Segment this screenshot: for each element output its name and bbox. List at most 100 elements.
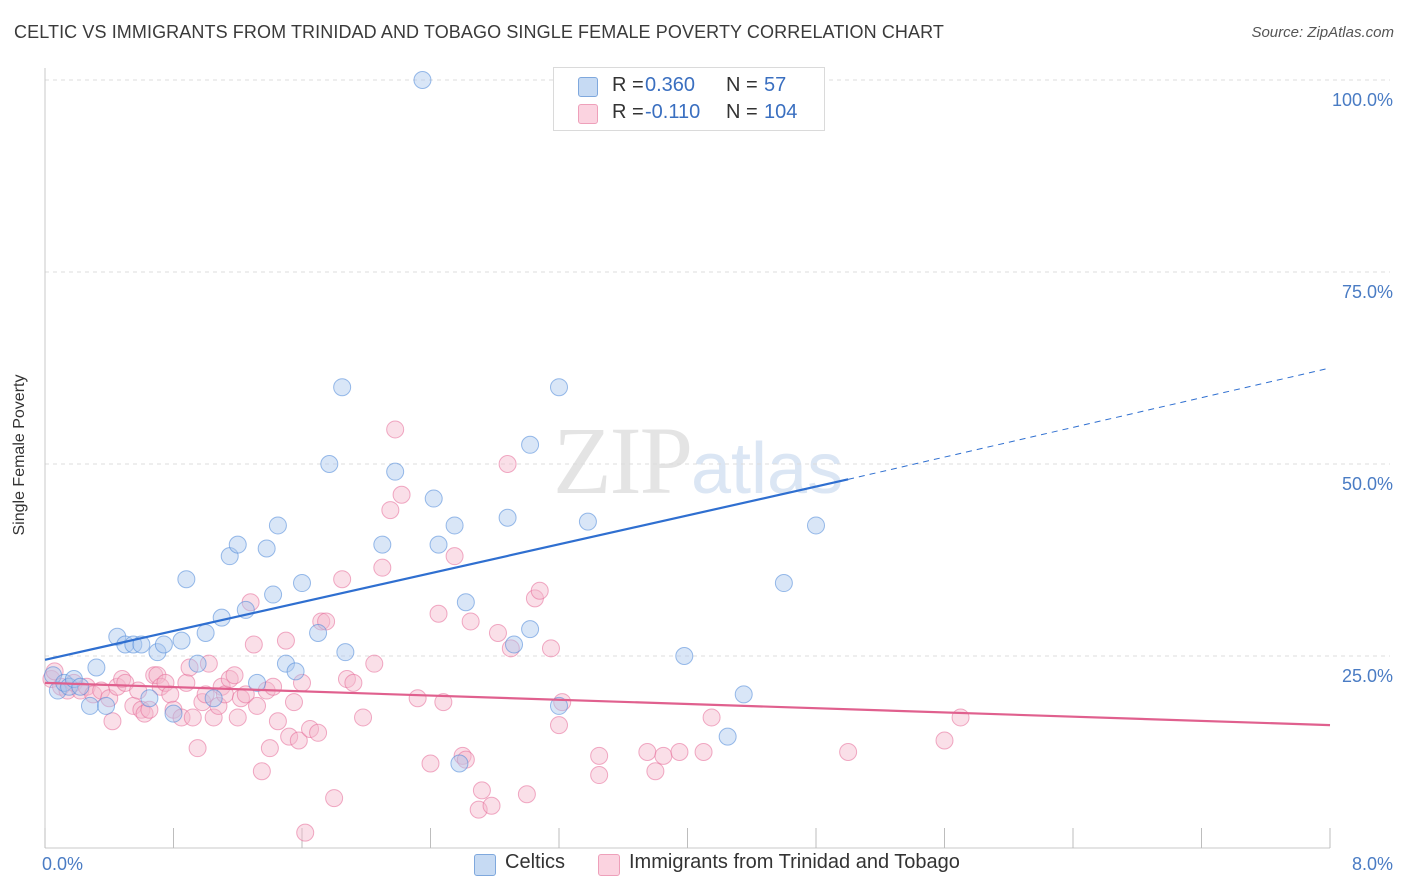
- trinidad-point: [309, 723, 328, 742]
- celtics-point: [148, 643, 167, 662]
- celtics-point: [718, 727, 737, 746]
- celtics-point: [80, 696, 99, 715]
- trinidad-point: [472, 781, 491, 800]
- celtics-trend-line: [44, 478, 849, 661]
- celtics-point: [807, 516, 825, 535]
- trinidad-point: [461, 612, 480, 631]
- trinidad-point: [183, 708, 202, 727]
- celtics-point: [456, 593, 475, 612]
- celtics-point: [268, 516, 287, 535]
- trinidad-point: [284, 693, 303, 712]
- trinidad-point: [590, 766, 609, 785]
- trinidad-point: [498, 455, 517, 473]
- y-tick-label: 25.0%: [1342, 666, 1393, 686]
- trinidad-point: [392, 485, 411, 504]
- trinidad-point: [646, 762, 665, 781]
- trinidad-point: [365, 654, 384, 673]
- celtics-point: [196, 623, 215, 642]
- trinidad-point: [638, 743, 657, 761]
- trinidad-point: [702, 708, 721, 727]
- trinidad-point: [280, 727, 299, 746]
- celtics-point: [373, 535, 392, 554]
- celtics-point: [140, 689, 159, 708]
- trinidad-point: [225, 666, 244, 685]
- celtics-point: [228, 535, 247, 554]
- trinidad-point: [161, 685, 180, 704]
- trinidad-point: [434, 693, 453, 712]
- legend-swatch-celtics: [474, 854, 496, 876]
- trinidad-point: [550, 716, 568, 735]
- celtics-point: [248, 673, 267, 692]
- watermark: ZIPatlas: [553, 405, 843, 516]
- x-tick-label: 0.0%: [42, 854, 83, 874]
- tick-labels: 25.0% 50.0% 75.0% 100.0% 0.0% 8.0%: [42, 90, 1393, 874]
- trinidad-point: [264, 677, 283, 696]
- data-points: [42, 71, 970, 842]
- x-tick-label: 8.0%: [1352, 854, 1393, 874]
- celtics-point: [505, 635, 524, 654]
- celtics-point: [309, 623, 328, 642]
- celtics-point: [97, 696, 116, 715]
- y-tick-label: 100.0%: [1332, 90, 1393, 110]
- trinidad-point: [541, 639, 560, 658]
- celtics-point: [188, 654, 207, 673]
- celtics-point: [333, 378, 352, 397]
- trinidad-point: [935, 731, 954, 750]
- trinidad-trend-line: [44, 681, 1331, 727]
- trinidad-point: [103, 712, 122, 731]
- trinidad-point: [248, 696, 267, 715]
- trinidad-point: [670, 743, 689, 761]
- legend-swatch-trinidad: [598, 854, 620, 876]
- celtics-point: [445, 516, 464, 535]
- legend-r-value: -0.110: [645, 101, 701, 123]
- trinidad-point: [421, 754, 440, 773]
- trinidad-point: [488, 623, 507, 642]
- trinidad-point: [839, 743, 858, 761]
- celtics-point: [212, 608, 231, 627]
- trinidad-point: [381, 501, 400, 520]
- celtics-point: [276, 654, 295, 673]
- celtics-point: [550, 696, 568, 715]
- trinidad-point: [312, 612, 331, 631]
- series-legend: Celtics Immigrants from Trinidad and Tob…: [0, 851, 1406, 879]
- celtics-point: [774, 574, 793, 593]
- trinidad-point: [177, 673, 196, 692]
- celtics-point: [498, 508, 517, 527]
- trinidad-point: [429, 604, 448, 623]
- trinidad-point: [204, 708, 223, 727]
- trinidad-point: [354, 708, 373, 727]
- celtics-point: [578, 512, 597, 531]
- trinidad-point: [325, 789, 344, 808]
- celtics-point: [521, 620, 540, 639]
- trend-lines: [44, 367, 1331, 727]
- celtics-point: [71, 677, 90, 696]
- trinidad-point: [252, 762, 271, 781]
- trinidad-point: [289, 731, 308, 750]
- trinidad-point: [654, 746, 673, 765]
- trinidad-point: [296, 823, 315, 842]
- legend-label-celtics: Celtics: [505, 851, 566, 873]
- celtics-point: [204, 689, 223, 708]
- grid-lines: [45, 79, 1390, 657]
- celtics-point: [413, 71, 432, 89]
- legend-swatch-trinidad: [578, 104, 598, 124]
- trinidad-point: [373, 558, 392, 577]
- legend-n-value: 57: [764, 74, 787, 96]
- legend-n-label: N =: [726, 101, 758, 123]
- trinidad-point: [530, 581, 549, 600]
- trinidad-point: [445, 547, 464, 566]
- celtics-point: [521, 435, 540, 454]
- celtics-point: [429, 535, 448, 554]
- axes: [44, 68, 1331, 849]
- trinidad-point: [951, 708, 970, 727]
- watermark-zip: ZIP: [553, 407, 693, 514]
- legend-r-label: R =: [612, 74, 644, 96]
- trinidad-point: [188, 739, 207, 758]
- celtics-point: [172, 631, 191, 650]
- trinidad-point: [386, 420, 405, 439]
- trinidad-point: [228, 708, 247, 727]
- celtics-point: [154, 635, 173, 654]
- celtics-point: [675, 647, 694, 665]
- stats-legend: R = 0.360 N = 57 R = -0.110 N = 104: [553, 67, 825, 131]
- legend-r-label: R =: [612, 101, 644, 123]
